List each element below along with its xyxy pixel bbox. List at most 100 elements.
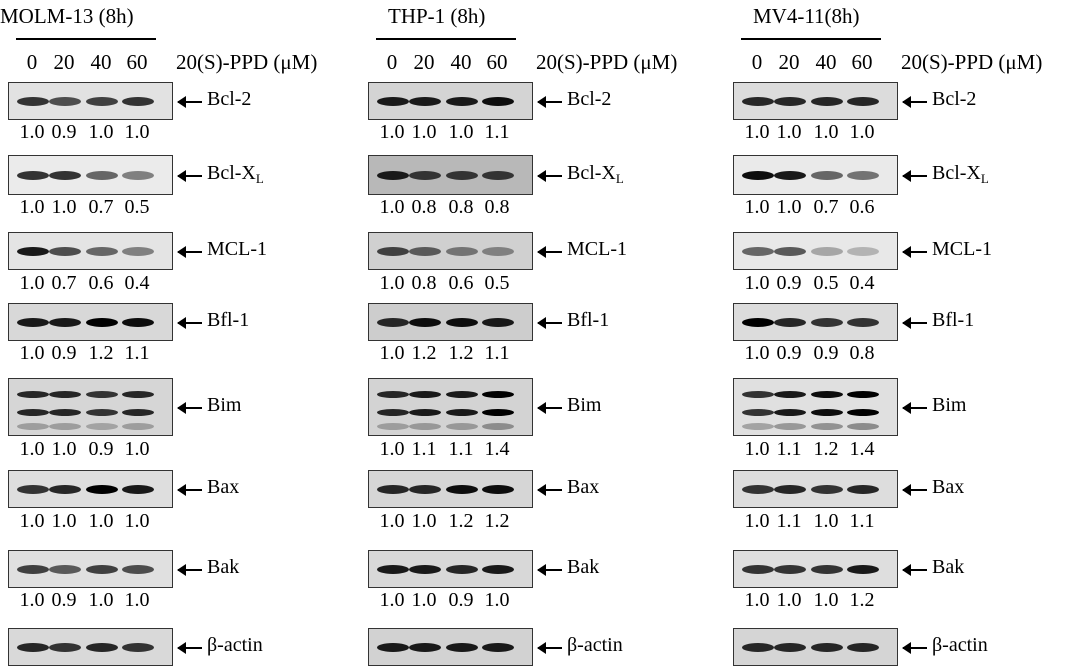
protein-band	[49, 565, 81, 574]
title-underline	[741, 38, 881, 40]
protein-band	[742, 485, 774, 494]
quantification-value: 0.9	[51, 589, 77, 611]
protein-band	[847, 391, 879, 398]
panel-title: THP-1 (8h)	[388, 4, 486, 28]
protein-band	[811, 409, 843, 416]
concentration-label: 0	[26, 50, 38, 74]
protein-band	[774, 171, 806, 180]
blot-strip	[368, 550, 533, 588]
concentration-label: 20	[413, 50, 435, 74]
quantification-value: 1.2	[448, 510, 474, 532]
panel-title: MOLM-13 (8h)	[0, 4, 134, 28]
protein-name: MCL-1	[207, 238, 267, 260]
quantification-value: 1.0	[124, 589, 150, 611]
concentration-label: 40	[450, 50, 472, 74]
protein-band	[774, 97, 806, 106]
protein-band	[446, 485, 478, 494]
blot-strip	[8, 232, 173, 270]
quantification-value: 1.0	[744, 510, 770, 532]
quantification-value: 0.8	[849, 342, 875, 364]
protein-band	[17, 565, 49, 574]
protein-band	[742, 97, 774, 106]
quantification-value: 1.0	[411, 121, 437, 143]
left-arrow-icon	[177, 402, 202, 414]
protein-band	[482, 409, 514, 416]
protein-band	[17, 643, 49, 652]
quantification-value: 0.9	[51, 342, 77, 364]
protein-band	[446, 391, 478, 398]
protein-band	[409, 391, 441, 398]
quantification-value: 1.0	[51, 438, 77, 460]
blot-panel: MOLM-13 (8h) 0 20 40 60 20(S)-PPD (μM) Bcl-2 1.…	[0, 0, 355, 668]
protein-label: Bax	[207, 476, 239, 499]
quantification-value: 1.0	[379, 438, 405, 460]
panel-title: MV4-11(8h)	[753, 4, 860, 28]
protein-band	[17, 423, 49, 430]
quantification-value: 1.0	[124, 121, 150, 143]
quantification-value: 1.1	[411, 438, 437, 460]
protein-name: MCL-1	[567, 238, 627, 260]
blot-strip	[368, 628, 533, 666]
protein-band	[17, 318, 49, 327]
protein-name: Bcl-X	[567, 162, 616, 184]
protein-band	[86, 391, 118, 398]
protein-band	[409, 171, 441, 180]
quantification-value: 1.0	[19, 342, 45, 364]
protein-name: Bax	[207, 476, 240, 498]
protein-band	[774, 409, 806, 416]
quantification-value: 1.0	[19, 121, 45, 143]
protein-band	[122, 423, 154, 430]
protein-band	[17, 409, 49, 416]
quantification-value: 1.0	[379, 510, 405, 532]
protein-label: Bcl-XL	[567, 162, 624, 187]
protein-band	[377, 409, 409, 416]
blot-strip	[8, 628, 173, 666]
protein-band	[482, 643, 514, 652]
quantification-value: 1.2	[849, 589, 875, 611]
protein-band	[482, 423, 514, 430]
protein-band	[482, 97, 514, 106]
protein-name: Bim	[932, 394, 967, 416]
protein-band	[409, 409, 441, 416]
protein-band	[774, 391, 806, 398]
protein-band	[811, 643, 843, 652]
protein-name: Bcl-2	[932, 88, 977, 110]
concentration-label: 0	[751, 50, 763, 74]
quantification-value: 1.1	[484, 342, 510, 364]
protein-band	[17, 485, 49, 494]
protein-band	[377, 97, 409, 106]
left-arrow-icon	[537, 96, 562, 108]
protein-band	[409, 485, 441, 494]
left-arrow-icon	[177, 246, 202, 258]
protein-label: Bcl-2	[207, 88, 251, 111]
protein-band	[122, 643, 154, 652]
protein-name: Bcl-X	[207, 162, 256, 184]
blot-strip	[368, 303, 533, 341]
concentration-label: 20	[53, 50, 75, 74]
protein-band	[847, 409, 879, 416]
protein-label: Bak	[207, 556, 239, 579]
protein-band	[122, 565, 154, 574]
blot-strip	[368, 82, 533, 120]
protein-label: Bax	[932, 476, 964, 499]
quantification-value: 1.0	[379, 589, 405, 611]
protein-name: Bax	[932, 476, 965, 498]
protein-band	[446, 643, 478, 652]
quantification-value: 0.9	[51, 121, 77, 143]
quantification-value: 1.2	[813, 438, 839, 460]
quantification-value: 1.0	[379, 272, 405, 294]
protein-band	[446, 423, 478, 430]
protein-band	[742, 643, 774, 652]
protein-band	[446, 565, 478, 574]
protein-band	[86, 565, 118, 574]
protein-band	[774, 247, 806, 256]
protein-label: β-actin	[567, 634, 623, 657]
quantification-value: 1.0	[379, 196, 405, 218]
protein-band	[49, 485, 81, 494]
protein-band	[742, 565, 774, 574]
blot-strip	[8, 303, 173, 341]
protein-name: β-actin	[932, 634, 988, 656]
protein-band	[122, 247, 154, 256]
protein-name: Bak	[932, 556, 965, 578]
left-arrow-icon	[537, 564, 562, 576]
